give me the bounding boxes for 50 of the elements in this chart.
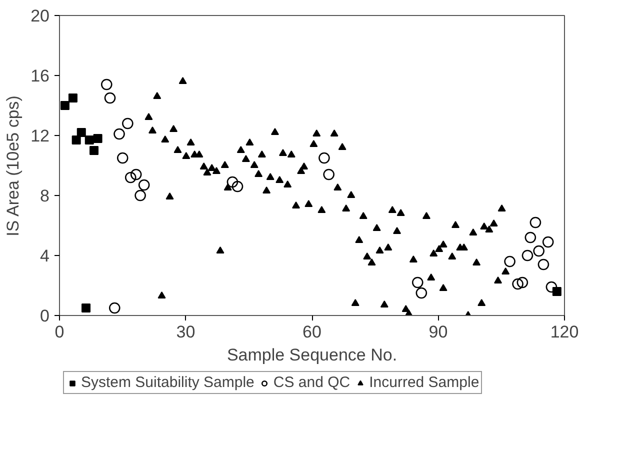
point	[114, 128, 125, 140]
legend-label: System Suitability Sample	[81, 374, 254, 391]
point	[60, 101, 70, 110]
point	[100, 78, 112, 90]
point	[323, 168, 334, 180]
x-tick-label: 60	[302, 322, 322, 342]
point	[138, 179, 150, 191]
point	[76, 128, 86, 137]
point	[108, 302, 120, 314]
point	[93, 134, 102, 143]
x-tick-label: 30	[176, 322, 196, 342]
point	[522, 250, 534, 262]
point	[68, 94, 78, 102]
point	[116, 152, 128, 164]
point	[130, 168, 142, 180]
x-axis-title: Sample Sequence No.	[226, 346, 398, 364]
point	[232, 180, 244, 192]
x-tick-label: 120	[550, 322, 579, 342]
y-axis-title: IS Area (10e5 cps)	[4, 96, 23, 236]
point	[122, 118, 134, 130]
point	[72, 136, 81, 144]
point	[512, 278, 524, 290]
point	[546, 281, 558, 293]
y-tick-label: 20	[30, 6, 50, 26]
y-tick-label: 4	[40, 246, 50, 266]
y-tick-label: 12	[30, 126, 50, 146]
x-tick-label: 90	[428, 322, 448, 342]
y-tick-label: 8	[40, 186, 50, 206]
point	[104, 92, 116, 104]
point	[90, 146, 99, 155]
point	[504, 256, 516, 268]
point	[134, 190, 146, 202]
point	[84, 136, 94, 144]
point	[82, 304, 91, 312]
point	[416, 287, 428, 299]
point	[530, 216, 542, 228]
point	[226, 176, 238, 188]
point	[524, 232, 536, 244]
point	[533, 245, 544, 257]
point	[516, 276, 528, 288]
y-tick-label: 16	[30, 66, 50, 86]
point	[538, 258, 550, 270]
y-tick-label: 0	[40, 306, 50, 326]
point	[318, 152, 330, 164]
legend-label: Incurred Sample	[369, 374, 480, 391]
legend-label: CS and QC	[273, 374, 350, 391]
point	[124, 172, 136, 184]
x-tick-label: 0	[54, 322, 64, 342]
point	[412, 276, 424, 288]
point	[542, 236, 554, 248]
